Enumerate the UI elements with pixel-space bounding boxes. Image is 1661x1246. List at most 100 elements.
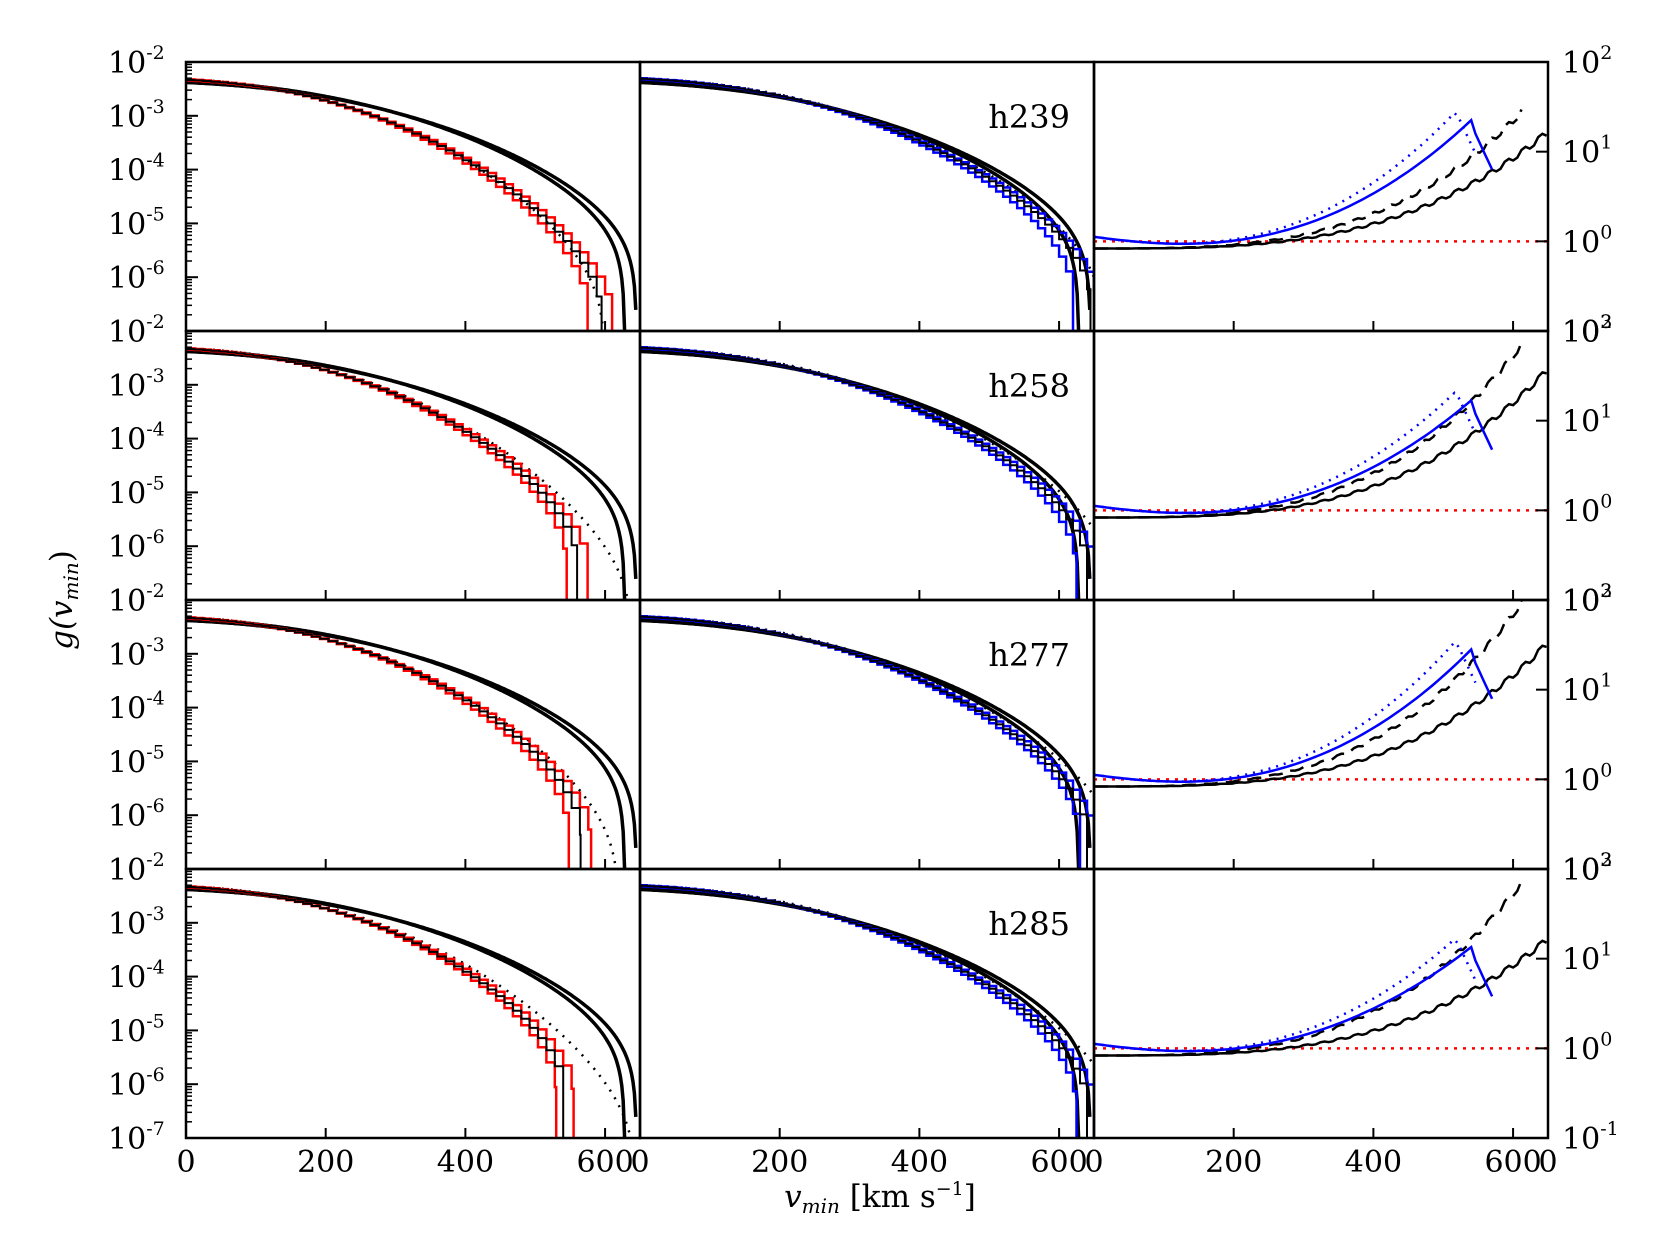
tick-base: 10	[108, 1068, 146, 1103]
black-histogram-left-h285	[186, 886, 565, 1138]
dotted-curve-h285	[186, 884, 633, 1138]
tick-base: 10	[1562, 315, 1600, 350]
tick-exp: -6	[146, 1064, 165, 1086]
ratio-black-dashed-h258	[1094, 341, 1523, 519]
ratio-blue-dotted-h239	[1094, 111, 1477, 245]
model-curve-a-h239	[186, 79, 627, 331]
model-curve-mid-b-h277	[640, 618, 1092, 849]
tick-base: 10	[1562, 853, 1600, 888]
tick-base: 10	[108, 530, 146, 565]
model-curve-b-h258	[186, 349, 638, 580]
tick-exp: 1	[1600, 670, 1612, 692]
tick-base: 10	[108, 369, 146, 404]
panel-left-h239	[186, 77, 638, 331]
left-tick-label-h277-2: 10-5	[108, 741, 165, 780]
ratio-blue-solid-h258	[1094, 398, 1494, 515]
ratio-black-solid-h258	[1094, 371, 1547, 519]
x-axis-label: vmin [km s−1]	[784, 1178, 976, 1218]
left-tick-label-h239-1: 10-3	[108, 96, 165, 135]
tick-exp: 2	[1600, 311, 1612, 333]
right-tick-label-h277-1: 101	[1562, 670, 1612, 709]
left-tick-label-h258-0: 10-3	[108, 365, 165, 404]
tick-base: 10	[108, 961, 146, 996]
left-tick-label-h239-2: 10-4	[108, 150, 165, 189]
right-tick-label-h239-1: 101	[1562, 132, 1612, 171]
left-tick-label-h277-1: 10-4	[108, 688, 165, 727]
model-curve-b-h285	[186, 887, 638, 1118]
tick-exp: -5	[146, 472, 165, 494]
right-tick-label-h277-3: 103	[1562, 849, 1612, 888]
tick-base: 10	[108, 46, 146, 81]
tick-exp: 0	[1600, 221, 1612, 243]
tick-base: 10	[108, 853, 146, 888]
ratio-blue-dotted-h277	[1094, 640, 1477, 783]
panel-frame-h285-2	[1092, 867, 1550, 1140]
tick-exp: -4	[146, 688, 165, 710]
left-tick-label-h258-2: 10-5	[108, 472, 165, 511]
left-tick-label-h239-4: 10-6	[108, 257, 165, 296]
dotted-curve-h239	[186, 77, 605, 331]
panel-right-h239	[1094, 108, 1548, 250]
tick-exp: 2	[1600, 42, 1612, 64]
left-tick-label-h258-1: 10-4	[108, 419, 165, 458]
panel-middle-h277	[640, 614, 1094, 869]
tick-exp: 3	[1600, 580, 1612, 602]
left-tick-label-h285-2: 10-5	[108, 1010, 165, 1049]
ratio-black-dashed-h285	[1094, 879, 1523, 1057]
tick-base: 10	[1562, 1032, 1600, 1067]
tick-base: 10	[108, 745, 146, 780]
ratio-black-solid-h285	[1094, 939, 1548, 1057]
model-curve-mid-b-h258	[640, 349, 1092, 580]
red-histogram-b-h239	[186, 79, 614, 331]
tick-base: 10	[1562, 136, 1600, 171]
panel-middle-h239	[640, 76, 1094, 331]
tick-exp: 0	[1600, 1028, 1612, 1050]
black-histogram-left-h277	[186, 617, 582, 869]
panel-right-h285	[1094, 879, 1548, 1057]
tick-base: 10	[108, 799, 146, 834]
ratio-black-dashed-h239	[1094, 108, 1523, 250]
halo-label-h258: h258	[988, 367, 1070, 405]
tick-exp: 3	[1600, 311, 1612, 333]
panel-left-h277	[186, 615, 638, 869]
x-tick-label-col2-3: 600	[1484, 1145, 1541, 1180]
left-tick-label-h239-5: 10-2	[108, 311, 165, 350]
right-tick-label-h258-2: 100	[1562, 490, 1612, 529]
tick-base: 10	[108, 207, 146, 242]
x-tick-label-col1-2: 400	[891, 1145, 948, 1180]
tick-base: 10	[1562, 1122, 1600, 1157]
tick-base: 10	[1562, 315, 1600, 350]
panel-grid	[184, 60, 1550, 1140]
tick-exp: 0	[1600, 759, 1612, 781]
ratio-black-solid-h277	[1094, 644, 1547, 788]
tick-exp: -6	[146, 257, 165, 279]
tick-base: 10	[1562, 584, 1600, 619]
x-tick-label-col1-1: 200	[751, 1145, 808, 1180]
tick-exp: -2	[146, 849, 165, 871]
panel-right-h277	[1094, 600, 1548, 788]
left-tick-label-h277-3: 10-6	[108, 795, 165, 834]
x-tick-label-col0-0: 0	[176, 1145, 195, 1180]
panel-frame-h258-2	[1092, 329, 1550, 602]
tick-base: 10	[108, 638, 146, 673]
tick-exp: -2	[146, 580, 165, 602]
halo-labels: h239 h258 h277 h285	[988, 98, 1070, 943]
model-curve-a-h285	[186, 886, 627, 1138]
left-tick-label-h285-0: 10-3	[108, 903, 165, 942]
tick-exp: -4	[146, 150, 165, 172]
black-histogram-left-h239	[186, 79, 603, 331]
left-tick-label-h285-3: 10-6	[108, 1064, 165, 1103]
tick-exp: -4	[146, 419, 165, 441]
tick-base: 10	[1562, 584, 1600, 619]
x-tick-label-col0-1: 200	[297, 1145, 354, 1180]
left-tick-label-h285-1: 10-4	[108, 957, 165, 996]
model-curve-a-h258	[186, 348, 627, 600]
panel-frame-h239-2	[1092, 60, 1550, 333]
left-tick-label-h285-4: 10-7	[108, 1118, 165, 1157]
tick-exp: -3	[146, 634, 165, 656]
ratio-black-dashed-h277	[1094, 600, 1523, 788]
halo-label-h239: h239	[988, 98, 1070, 136]
tick-base: 10	[1562, 225, 1600, 260]
panel-middle-h285	[640, 883, 1094, 1138]
tick-exp: 2	[1600, 580, 1612, 602]
